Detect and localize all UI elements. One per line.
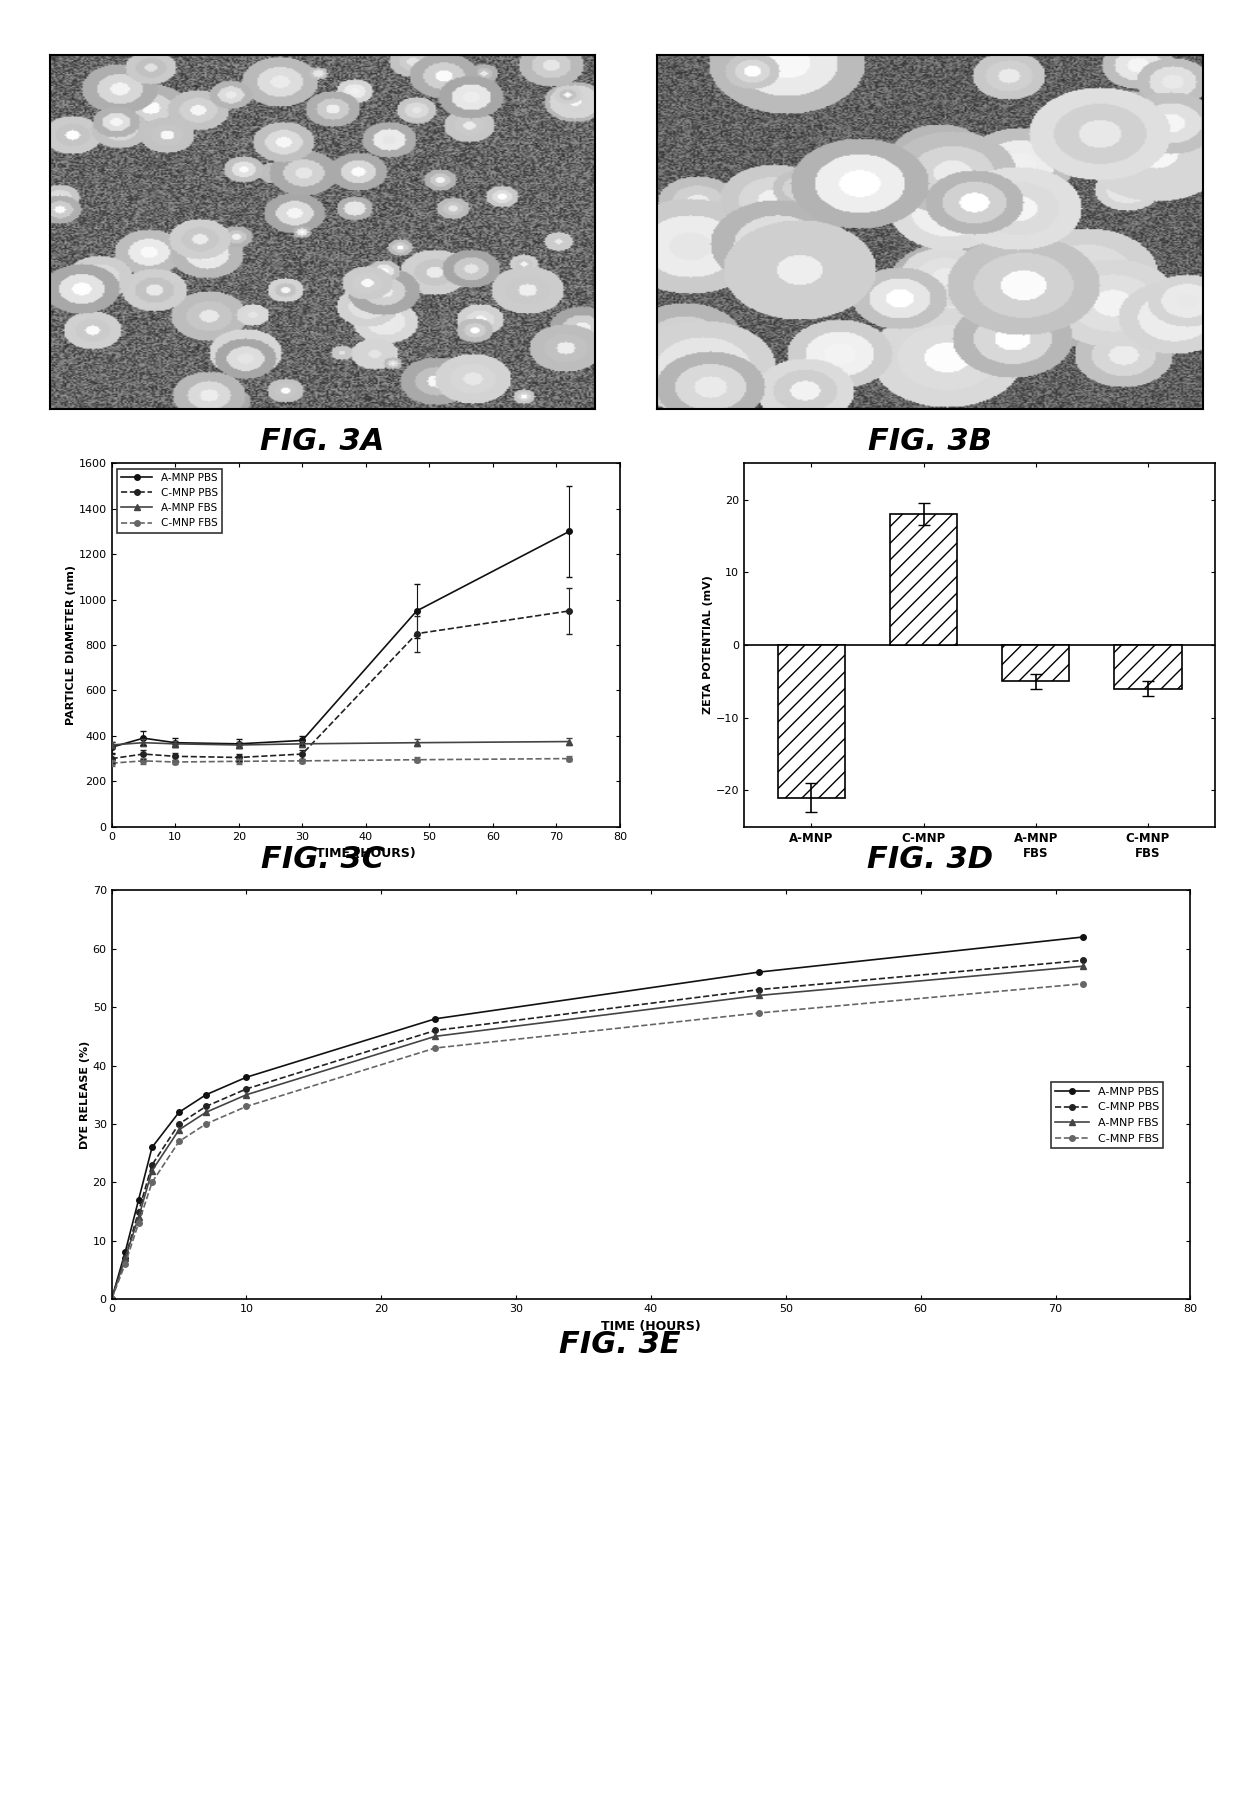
- Bar: [1115, 645, 1182, 689]
- Legend: A-MNP PBS, C-MNP PBS, A-MNP FBS, C-MNP FBS: A-MNP PBS, C-MNP PBS, A-MNP FBS, C-MNP F…: [1052, 1083, 1163, 1148]
- Y-axis label: ZETA POTENTIAL (mV): ZETA POTENTIAL (mV): [703, 576, 713, 714]
- Bar: [777, 645, 844, 798]
- Y-axis label: PARTICLE DIAMETER (nm): PARTICLE DIAMETER (nm): [66, 565, 76, 725]
- Text: FIG. 3C: FIG. 3C: [260, 845, 384, 874]
- Text: FIG. 3D: FIG. 3D: [867, 845, 993, 874]
- X-axis label: TIME (HOURS): TIME (HOURS): [601, 1319, 701, 1332]
- Text: FIG. 3B: FIG. 3B: [868, 427, 992, 456]
- Text: FIG. 3E: FIG. 3E: [559, 1330, 681, 1359]
- Legend: A-MNP PBS, C-MNP PBS, A-MNP FBS, C-MNP FBS: A-MNP PBS, C-MNP PBS, A-MNP FBS, C-MNP F…: [117, 469, 222, 532]
- Bar: [1002, 645, 1069, 681]
- X-axis label: TIME (HOURS): TIME (HOURS): [316, 847, 415, 859]
- Bar: [890, 514, 957, 645]
- Text: FIG. 3A: FIG. 3A: [260, 427, 384, 456]
- Y-axis label: DYE RELEASE (%): DYE RELEASE (%): [79, 1041, 89, 1148]
